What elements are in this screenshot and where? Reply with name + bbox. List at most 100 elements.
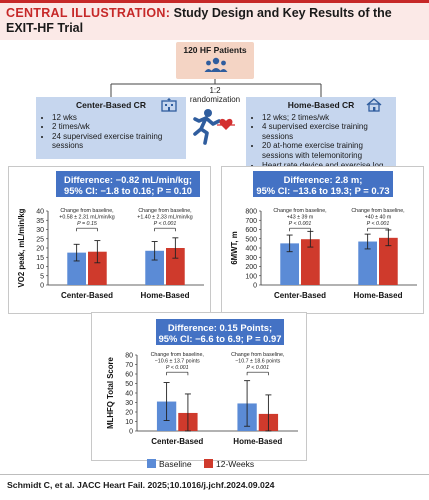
- vo2-bar: [67, 252, 86, 285]
- mlhfq-y-tick-label: 60: [125, 372, 133, 379]
- mlhfq-annotation-text: −10.7 ± 18.6 points: [235, 358, 281, 364]
- gmwt-annotation-text: Change from baseline,: [273, 208, 326, 214]
- mlhfq-bar-chart: 0 10 20 30 40 50 60 70 80 MLHFQ Total Score Center…: [106, 352, 298, 446]
- vo2-y-tick-label: 30: [36, 227, 44, 234]
- vo2-bar: [145, 250, 164, 285]
- gmwt-category-label: Home-Based: [354, 291, 403, 300]
- vo2-y-tick-label: 0: [40, 283, 44, 290]
- legend-swatch-12-weeks: [203, 459, 213, 468]
- vo2-difference-box: Difference: −0.82 mL/min/kg; 95% CI: −1.…: [56, 171, 200, 197]
- home-arm-item: 20 at-home exercise training sessions wi…: [262, 141, 390, 160]
- gmwt-bar: [379, 237, 398, 285]
- legend: Baseline 12-Weeks: [147, 459, 264, 469]
- vo2-annotation-text: +0.58 ± 2.31 mL/min/kg: [59, 214, 115, 220]
- gmwt-y-tick-label: 500: [245, 236, 257, 243]
- mlhfq-difference-box: Difference: 0.15 Points; 95% CI: −6.6 to…: [156, 319, 284, 345]
- title-lead: CENTRAL ILLUSTRATION:: [6, 6, 171, 20]
- gmwt-bar: [301, 239, 320, 285]
- center-arm-item: 2 times/wk: [52, 122, 180, 132]
- page-title: CENTRAL ILLUSTRATION: Study Design and K…: [0, 0, 429, 40]
- home-arm-title: Home-Based CR: [287, 100, 355, 110]
- title-text: Study Design and Key Results of the EXIT…: [6, 6, 392, 35]
- gmwt-ci: 95% CI: −13.6 to 19.3; P = 0.73: [256, 185, 390, 196]
- mlhfq-annotation-text: P < 0.001: [246, 365, 269, 371]
- mlhfq-annotation-text: Change from baseline,: [231, 352, 284, 358]
- vo2-annotation-text: Change from baseline,: [60, 208, 113, 214]
- mlhfq-category-label: Home-Based: [233, 437, 282, 446]
- hospital-icon: [161, 98, 177, 112]
- gmwt-bar: [358, 241, 377, 285]
- legend-item-baseline: Baseline: [147, 459, 194, 469]
- home-arm-item: Heart rate device and exercise log: [262, 161, 390, 171]
- citation-footer: Schmidt C, et al. JACC Heart Fail. 2025;…: [0, 474, 429, 500]
- runner-heart-icon: [193, 109, 235, 145]
- mlhfq-annotation-text: −10.6 ± 13.7 points: [155, 358, 201, 364]
- center-based-arm: Center-Based CR 12 wks 2 times/wk 24 sup…: [36, 97, 186, 159]
- randomization-label: 1:2 randomization: [184, 86, 246, 104]
- gmwt-annotation-text: +40 ± 40 m: [365, 214, 392, 220]
- legend-label-12-weeks: 12-Weeks: [215, 459, 255, 469]
- gmwt-y-tick-label: 0: [253, 283, 257, 290]
- gmwt-y-tick-label: 400: [245, 246, 257, 253]
- mlhfq-annotation-text: Change from baseline,: [151, 352, 204, 358]
- vo2-bar-chart: 0 5 10 15 20 25 30 35 40 VO2 peak, mL/min/kg Cente…: [17, 208, 204, 300]
- gmwt-y-tick-label: 100: [245, 273, 257, 280]
- legend-label-baseline: Baseline: [159, 459, 192, 469]
- people-icon: [204, 57, 228, 72]
- mlhfq-ci: 95% CI: −6.6 to 6.9; P = 0.97: [158, 333, 282, 344]
- gmwt-difference-box: Difference: 2.8 m; 95% CI: −13.6 to 19.3…: [253, 171, 393, 197]
- mlhfq-annotation-text: P < 0.001: [166, 365, 189, 371]
- vo2-y-tick-label: 40: [36, 209, 44, 216]
- legend-swatch-baseline: [147, 459, 156, 468]
- mlhfq-y-tick-label: 0: [129, 429, 133, 436]
- gmwt-y-tick-label: 200: [245, 264, 257, 271]
- mlhfq-y-tick-label: 20: [125, 410, 133, 417]
- mlhfq-y-tick-label: 80: [125, 353, 133, 360]
- gmwt-category-label: Center-Based: [274, 291, 326, 300]
- patients-label: 120 HF Patients: [183, 45, 247, 55]
- vo2-difference: Difference: −0.82 mL/min/kg;: [64, 174, 192, 185]
- center-arm-title: Center-Based CR: [76, 100, 146, 110]
- gmwt-annotation-text: Change from baseline,: [351, 208, 404, 214]
- vo2-annotation-text: P = 0.15: [77, 221, 97, 227]
- randomization-text: randomization: [189, 95, 241, 104]
- vo2-category-label: Home-Based: [141, 291, 190, 300]
- flow-connectors: [110, 79, 322, 97]
- vo2-annotation-text: Change from baseline,: [138, 208, 191, 214]
- center-arm-item: 24 supervised exercise training sessions: [52, 132, 180, 151]
- gmwt-y-tick-label: 700: [245, 218, 257, 225]
- gmwt-annotation-text: +43 ± 39 m: [287, 214, 314, 220]
- gmwt-bar-chart: 0 100 200 300 400 500 600 700 800 6MWT, m Center-B…: [230, 208, 417, 300]
- gmwt-y-axis-label: 6MWT, m: [230, 231, 239, 264]
- gmwt-y-tick-label: 800: [245, 209, 257, 216]
- mlhfq-y-tick-label: 10: [125, 419, 133, 426]
- mlhfq-y-tick-label: 70: [125, 362, 133, 369]
- mlhfq-category-label: Center-Based: [151, 437, 203, 446]
- mlhfq-difference: Difference: 0.15 Points;: [167, 322, 273, 333]
- gmwt-y-tick-label: 300: [245, 255, 257, 262]
- mlhfq-y-tick-label: 40: [125, 391, 133, 398]
- vo2-y-tick-label: 5: [40, 273, 44, 280]
- vo2-y-axis-label: VO2 peak, mL/min/kg: [17, 208, 26, 287]
- mlhfq-y-tick-label: 50: [125, 381, 133, 388]
- gmwt-annotation-text: P < 0.001: [289, 221, 312, 227]
- vo2-y-tick-label: 15: [36, 255, 44, 262]
- vo2-category-label: Center-Based: [61, 291, 113, 300]
- mlhfq-y-axis-label: MLHFQ Total Score: [106, 356, 115, 428]
- home-arm-item: 12 wks; 2 times/wk: [262, 113, 390, 123]
- gmwt-y-tick-label: 600: [245, 227, 257, 234]
- center-arm-item: 12 wks: [52, 113, 180, 123]
- vo2-y-tick-label: 20: [36, 246, 44, 253]
- vo2-y-tick-label: 25: [36, 236, 44, 243]
- gmwt-bar: [280, 243, 299, 285]
- vo2-annotation-text: +1.40 ± 2.33 mL/min/kg: [137, 214, 193, 220]
- gmwt-annotation-text: P < 0.001: [367, 221, 390, 227]
- legend-item-12-weeks: 12-Weeks: [203, 459, 255, 469]
- vo2-annotation-text: P < 0.001: [154, 221, 177, 227]
- home-arm-item: 4 supervised exercise training sessions: [262, 122, 390, 141]
- randomization-ratio: 1:2: [209, 86, 221, 95]
- vo2-bar: [166, 248, 185, 285]
- house-icon: [366, 98, 382, 112]
- home-based-arm: Home-Based CR 12 wks; 2 times/wk 4 super…: [246, 97, 396, 171]
- vo2-y-tick-label: 10: [36, 264, 44, 271]
